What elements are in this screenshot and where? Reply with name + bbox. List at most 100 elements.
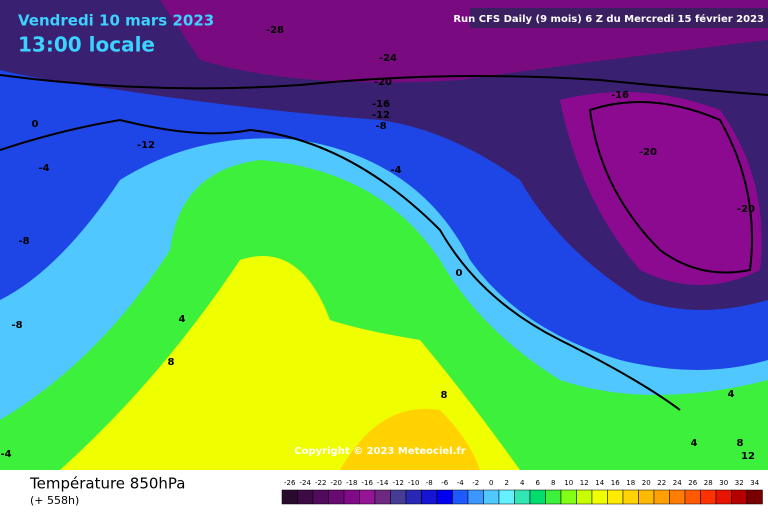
- contour-label: -20: [639, 147, 657, 158]
- colorbar-tick-label: 24: [673, 479, 682, 487]
- contour-label: -20: [737, 204, 755, 215]
- contour-label: -4: [390, 165, 401, 176]
- colorbar-tick-label: -2: [472, 479, 479, 487]
- colorbar-tick-label: 0: [489, 479, 493, 487]
- colorbar-tick-label: 28: [704, 479, 713, 487]
- colorbar-swatch: [560, 489, 577, 505]
- time: 13:00 locale: [18, 33, 155, 57]
- colorbar-tick-label: 8: [551, 479, 555, 487]
- run-box: [470, 8, 768, 28]
- isotherm: [0, 74, 768, 96]
- colorbar-swatch: [607, 489, 624, 505]
- colorbar-swatch: [467, 489, 484, 505]
- colorbar-swatch: [653, 489, 670, 505]
- colorbar-swatch: [483, 489, 500, 505]
- footer-title: Température 850hPa: [29, 475, 186, 493]
- contour-label: 4: [691, 438, 698, 449]
- colorbar-swatch: [343, 489, 360, 505]
- date: Vendredi 10 mars 2023: [18, 12, 214, 30]
- colorbar-tick-label: 22: [657, 479, 666, 487]
- colorbar-tick-label: 4: [520, 479, 525, 487]
- cold-area: [0, 0, 768, 310]
- zero-isotherm: [0, 118, 681, 411]
- contour-label: -16: [611, 90, 629, 101]
- colorbar-swatch: [514, 489, 531, 505]
- contour-label: 4: [179, 314, 186, 325]
- run-info: Run CFS Daily (9 mois) 6 Z du Mercredi 1…: [453, 13, 764, 25]
- colorbar-swatch: [436, 489, 453, 505]
- colorbar-tick-label: 10: [564, 479, 573, 487]
- colorbar-swatch: [312, 489, 329, 505]
- contour-label: -4: [0, 449, 11, 460]
- contour-label: 8: [168, 357, 175, 368]
- colorbar-swatch: [576, 489, 593, 505]
- colorbar-swatch: [715, 489, 732, 505]
- warmest-area: [340, 408, 480, 470]
- colorbar-swatch: [405, 489, 422, 505]
- colorbar-tick-label: 32: [735, 479, 744, 487]
- colorbar-swatch: [684, 489, 701, 505]
- colorbar-swatch: [545, 489, 562, 505]
- colorbar-swatch: [529, 489, 546, 505]
- colorbar-tick-label: 2: [505, 479, 509, 487]
- contour-label: -8: [18, 236, 29, 247]
- colorbar-swatch: [669, 489, 686, 505]
- colorbar-tick-label: -12: [393, 479, 404, 487]
- colorbar-tick-label: -10: [408, 479, 419, 487]
- colorbar-swatch: [421, 489, 438, 505]
- colorbar-tick-label: -4: [457, 479, 465, 487]
- contour-label: -12: [372, 110, 390, 121]
- contour-label: -20: [374, 77, 392, 88]
- contour-label: 0: [32, 119, 39, 130]
- contour-labels: -28-24-20-16-12-8-40-120-4-8-848-16-20-2…: [0, 25, 755, 462]
- lead-time: (+ 558h): [30, 494, 79, 507]
- colorbar-swatch: [591, 489, 608, 505]
- colorbar-tick-label: -8: [426, 479, 433, 487]
- contour-label: -8: [375, 121, 386, 132]
- colorbar-swatch: [328, 489, 345, 505]
- colorbar-swatch: [374, 489, 391, 505]
- colorbar-tick-label: -26: [284, 479, 296, 487]
- colorbar-tick-label: 18: [626, 479, 635, 487]
- contour-label: 8: [441, 390, 448, 401]
- colorbar-swatch: [622, 489, 639, 505]
- colorbar-tick-label: -20: [331, 479, 342, 487]
- colorbar-tick-label: 12: [580, 479, 589, 487]
- colorbar-swatch: [746, 489, 763, 505]
- contour-label: 4: [728, 389, 735, 400]
- colorbar-tick-label: -14: [377, 479, 389, 487]
- contour-label: -12: [137, 140, 155, 151]
- colorbar-tick-label: 34: [750, 479, 759, 487]
- colorbar-swatch: [297, 489, 314, 505]
- contour-label: -8: [11, 320, 22, 331]
- contour-label: -16: [372, 99, 390, 110]
- colorbar-swatch: [359, 489, 376, 505]
- contour-label: -24: [379, 53, 397, 64]
- contour-label: 8: [737, 438, 744, 449]
- colorbar-swatch: [390, 489, 407, 505]
- colorbar-tick-label: 14: [595, 479, 604, 487]
- colorbar-swatch: [731, 489, 748, 505]
- colorbar-tick-label: 20: [642, 479, 651, 487]
- contour-label: 12: [741, 451, 755, 462]
- cold-core-east: [560, 92, 762, 285]
- colorbar: -26 -24 -22 -20 -18 -16 -14 -12 -10 -8 -6 -4 -2 0 2 4 6 8…: [281, 479, 763, 505]
- colorbar-swatch: [281, 489, 298, 505]
- colorbar-swatch: [638, 489, 655, 505]
- colorbar-tick-label: 26: [688, 479, 697, 487]
- colorbar-tick-label: -16: [362, 479, 374, 487]
- colorbar-tick-label: 30: [719, 479, 728, 487]
- colorbar-swatch: [700, 489, 717, 505]
- isotherm: [588, 101, 753, 274]
- colorbar-swatch: [452, 489, 469, 505]
- colorbar-tick-label: -22: [315, 479, 326, 487]
- colorbar-tick-label: 16: [611, 479, 620, 487]
- colorbar-tick-label: 6: [536, 479, 541, 487]
- colorbar-tick-label: -6: [441, 479, 449, 487]
- contour-label: -28: [266, 25, 284, 36]
- contour-label: -4: [38, 163, 49, 174]
- map: [0, 0, 768, 470]
- colorbar-tick-label: -24: [300, 479, 312, 487]
- colorbar-tick-label: -18: [346, 479, 357, 487]
